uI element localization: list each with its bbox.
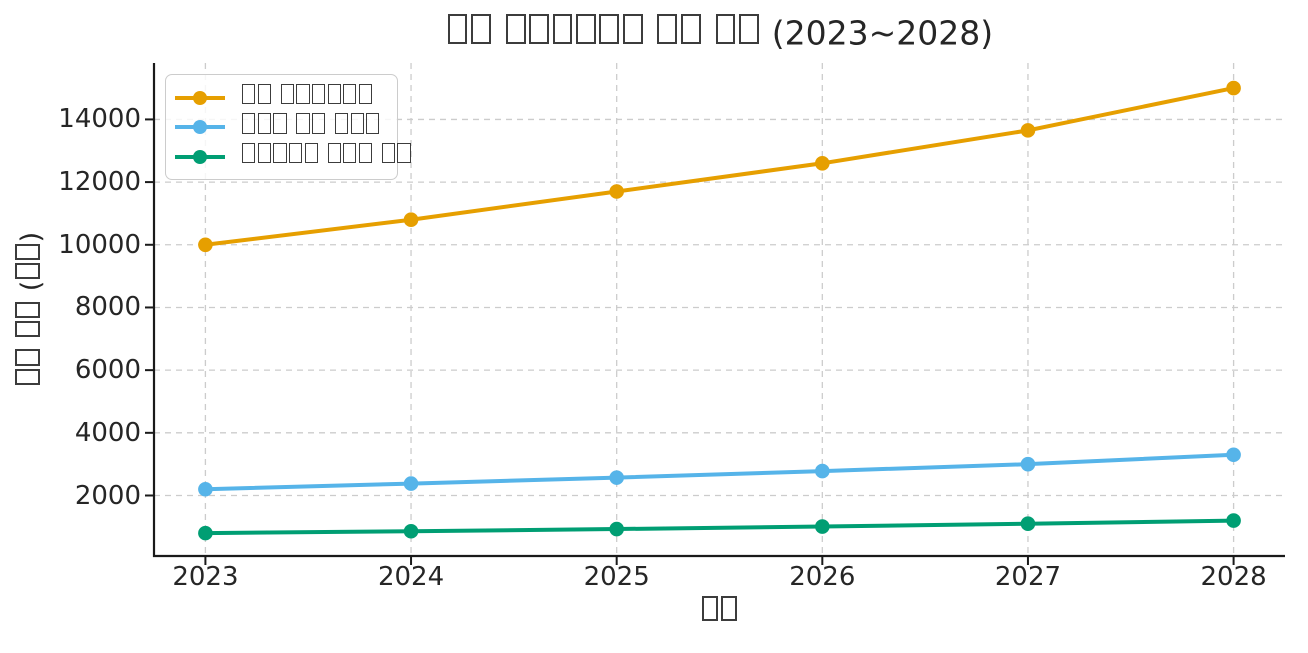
missing-glyph-box bbox=[257, 83, 271, 104]
data-point-marker-2-5 bbox=[1226, 513, 1241, 528]
legend-item bbox=[174, 83, 391, 112]
missing-glyph-box bbox=[358, 83, 373, 104]
chart-title: (2023~2028) bbox=[154, 14, 1285, 53]
x-tick-label: 2027 bbox=[994, 562, 1062, 592]
missing-glyph-box bbox=[715, 14, 736, 45]
missing-glyph-box bbox=[304, 142, 318, 163]
y-tick-label: 12000 bbox=[58, 167, 141, 198]
missing-glyph-box bbox=[273, 142, 287, 163]
legend-item bbox=[174, 113, 391, 142]
data-point-marker-1-0 bbox=[198, 481, 213, 497]
y-tick-label: 14000 bbox=[58, 104, 141, 135]
missing-glyph-box bbox=[505, 14, 526, 45]
missing-glyph-box bbox=[575, 14, 596, 45]
x-tick-label: 2025 bbox=[583, 562, 650, 592]
data-point-marker-2-2 bbox=[609, 521, 624, 537]
legend-swatch-icon bbox=[175, 90, 225, 105]
missing-glyph-box bbox=[680, 14, 701, 45]
missing-glyph-box bbox=[701, 596, 719, 621]
series-line-1 bbox=[203, 452, 1236, 492]
missing-glyph-box bbox=[296, 83, 310, 104]
missing-glyph-box bbox=[296, 113, 310, 134]
missing-glyph-box bbox=[312, 83, 326, 104]
missing-glyph-box bbox=[288, 142, 303, 163]
missing-glyph-box bbox=[471, 14, 491, 45]
missing-glyph-box bbox=[738, 14, 759, 45]
missing-glyph-box bbox=[15, 263, 40, 280]
y-tick-label: 8000 bbox=[74, 292, 141, 323]
series-line-0 bbox=[203, 86, 1236, 247]
missing-glyph-box bbox=[350, 113, 364, 134]
legend bbox=[165, 74, 411, 180]
missing-glyph-box bbox=[257, 113, 271, 134]
legend-label bbox=[241, 113, 381, 142]
missing-glyph-box bbox=[343, 83, 357, 104]
data-point-marker-0-2 bbox=[609, 184, 624, 199]
data-point-marker-0-5 bbox=[1226, 80, 1241, 96]
y-tick-label: 2000 bbox=[74, 480, 141, 511]
data-point-marker-0-3 bbox=[815, 155, 830, 171]
legend-item bbox=[174, 142, 411, 171]
missing-glyph-box bbox=[720, 596, 738, 621]
missing-glyph-box bbox=[343, 142, 357, 163]
x-tick-label: 2026 bbox=[789, 562, 856, 592]
x-axis-label bbox=[154, 596, 1285, 628]
missing-glyph-box bbox=[242, 83, 256, 104]
x-tick-label: 2023 bbox=[172, 562, 239, 592]
data-point-marker-1-5 bbox=[1226, 447, 1241, 463]
x-tick-label: 2028 bbox=[1200, 562, 1267, 592]
missing-glyph-box bbox=[273, 113, 287, 134]
missing-glyph-box bbox=[552, 14, 573, 45]
data-point-marker-0-1 bbox=[403, 212, 419, 228]
data-point-marker-2-3 bbox=[815, 519, 830, 534]
legend-swatch-icon bbox=[175, 120, 225, 134]
data-point-marker-2-4 bbox=[1020, 516, 1036, 532]
missing-glyph-box bbox=[327, 142, 341, 163]
data-point-marker-1-1 bbox=[403, 476, 419, 491]
missing-glyph-box bbox=[280, 83, 295, 104]
missing-glyph-box bbox=[657, 14, 678, 45]
missing-glyph-box bbox=[381, 142, 396, 163]
missing-glyph-box bbox=[242, 113, 256, 134]
missing-glyph-box bbox=[242, 142, 256, 163]
missing-glyph-box bbox=[15, 321, 40, 338]
y-tick-label: 6000 bbox=[74, 355, 141, 386]
data-point-marker-2-1 bbox=[403, 523, 419, 539]
data-point-marker-0-4 bbox=[1020, 123, 1036, 138]
data-point-marker-1-2 bbox=[609, 470, 624, 485]
missing-glyph-box bbox=[366, 113, 380, 134]
series-line-2 bbox=[203, 518, 1236, 536]
missing-glyph-box bbox=[335, 113, 349, 134]
legend-swatch-icon bbox=[175, 149, 225, 164]
y-tick-label: 4000 bbox=[74, 417, 141, 448]
data-point-marker-2-0 bbox=[198, 525, 213, 541]
data-point-marker-1-3 bbox=[815, 463, 830, 479]
x-tick-label: 2024 bbox=[377, 562, 445, 592]
legend-label bbox=[241, 142, 412, 171]
missing-glyph-box bbox=[599, 14, 620, 45]
missing-glyph-box bbox=[397, 142, 411, 163]
missing-glyph-box bbox=[312, 113, 326, 134]
data-point-marker-1-4 bbox=[1020, 456, 1036, 472]
data-point-marker-0-0 bbox=[198, 237, 213, 253]
missing-glyph-box bbox=[327, 83, 341, 104]
missing-glyph-box bbox=[529, 14, 549, 45]
missing-glyph-box bbox=[447, 14, 468, 45]
missing-glyph-box bbox=[358, 142, 373, 163]
missing-glyph-box bbox=[257, 142, 271, 163]
legend-label bbox=[241, 83, 373, 112]
missing-glyph-box bbox=[622, 14, 643, 45]
y-tick-label: 10000 bbox=[58, 229, 141, 260]
